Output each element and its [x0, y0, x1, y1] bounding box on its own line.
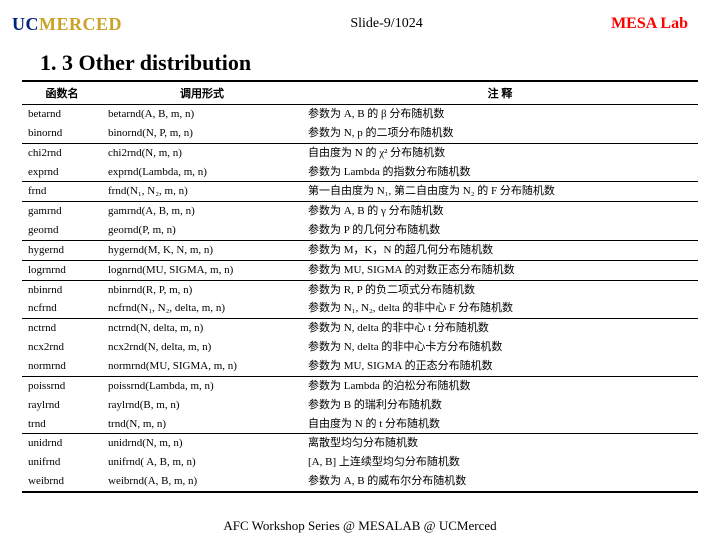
cell-fn: trnd — [22, 415, 102, 434]
cell-note: 参数为 A, B 的 β 分布随机数 — [302, 105, 698, 124]
table-row: logrnrndlognrnd(MU, SIGMA, m, n)参数为 MU, … — [22, 260, 698, 280]
cell-fn: nbinrnd — [22, 280, 102, 299]
cell-note: 参数为 P 的几何分布随机数 — [302, 221, 698, 240]
cell-note: 参数为 N, p 的二项分布随机数 — [302, 124, 698, 143]
cell-note: 参数为 MU, SIGMA 的正态分布随机数 — [302, 357, 698, 376]
cell-note: 离散型均匀分布随机数 — [302, 434, 698, 453]
cell-call: unidrnd(N, m, n) — [102, 434, 302, 453]
table-row: trndtrnd(N, m, n)自由度为 N 的 t 分布随机数 — [22, 415, 698, 434]
cell-fn: unifrnd — [22, 453, 102, 472]
cell-call: raylrnd(B, m, n) — [102, 396, 302, 415]
cell-note: 自由度为 N 的 χ² 分布随机数 — [302, 143, 698, 162]
cell-call: chi2rnd(N, m, n) — [102, 143, 302, 162]
page-title: 1. 3 Other distribution — [0, 44, 720, 80]
cell-fn: geornd — [22, 221, 102, 240]
cell-call: exprnd(Lambda, m, n) — [102, 163, 302, 182]
cell-call: hygernd(M, K, N, m, n) — [102, 240, 302, 260]
cell-fn: binornd — [22, 124, 102, 143]
logo-suffix: MERCED — [39, 14, 122, 34]
cell-fn: poissrnd — [22, 376, 102, 395]
table-header-row: 函数名 调用形式 注 释 — [22, 81, 698, 105]
slide-header: UCMERCED Slide-9/1024 MESA Lab — [0, 0, 720, 44]
cell-call: betarnd(A, B, m, n) — [102, 105, 302, 124]
cell-note: 参数为 A, B 的 γ 分布随机数 — [302, 202, 698, 221]
cell-fn: betarnd — [22, 105, 102, 124]
cell-fn: gamrnd — [22, 202, 102, 221]
cell-call: nctrnd(N, delta, m, n) — [102, 319, 302, 338]
cell-call: gamrnd(A, B, m, n) — [102, 202, 302, 221]
cell-fn: exprnd — [22, 163, 102, 182]
cell-call: ncfrnd(N₁, N₂, delta, m, n) — [102, 299, 302, 318]
cell-note: 参数为 N, delta 的非中心 t 分布随机数 — [302, 319, 698, 338]
cell-note: 第一自由度为 N₁, 第二自由度为 N₂ 的 F 分布随机数 — [302, 182, 698, 202]
cell-call: ncx2rnd(N, delta, m, n) — [102, 338, 302, 357]
cell-call: weibrnd(A, B, m, n) — [102, 472, 302, 492]
cell-note: 参数为 N₁, N₂, delta 的非中心 F 分布随机数 — [302, 299, 698, 318]
distribution-table: 函数名 调用形式 注 释 betarndbetarnd(A, B, m, n)参… — [22, 80, 698, 493]
table-row: chi2rndchi2rnd(N, m, n)自由度为 N 的 χ² 分布随机数 — [22, 143, 698, 162]
table-row: ncfrndncfrnd(N₁, N₂, delta, m, n)参数为 N₁,… — [22, 299, 698, 318]
cell-call: normrnd(MU, SIGMA, m, n) — [102, 357, 302, 376]
cell-call: nbinrnd(R, P, m, n) — [102, 280, 302, 299]
mesa-lab-label: MESA Lab — [611, 15, 708, 33]
cell-fn: chi2rnd — [22, 143, 102, 162]
cell-fn: unidrnd — [22, 434, 102, 453]
cell-fn: weibrnd — [22, 472, 102, 492]
table-body: betarndbetarnd(A, B, m, n)参数为 A, B 的 β 分… — [22, 105, 698, 492]
cell-call: geornd(P, m, n) — [102, 221, 302, 240]
table-row: frndfrnd(N₁, N₂, m, n)第一自由度为 N₁, 第二自由度为 … — [22, 182, 698, 202]
col-header-fn: 函数名 — [22, 81, 102, 105]
cell-note: 参数为 M，K，N 的超几何分布随机数 — [302, 240, 698, 260]
cell-note: 参数为 R, P 的负二项式分布随机数 — [302, 280, 698, 299]
cell-fn: nctrnd — [22, 319, 102, 338]
cell-note: [A, B] 上连续型均匀分布随机数 — [302, 453, 698, 472]
cell-call: lognrnd(MU, SIGMA, m, n) — [102, 260, 302, 280]
ucmerced-logo: UCMERCED — [12, 14, 122, 35]
cell-fn: raylrnd — [22, 396, 102, 415]
table-row: georndgeornd(P, m, n)参数为 P 的几何分布随机数 — [22, 221, 698, 240]
table-row: weibrndweibrnd(A, B, m, n)参数为 A, B 的威布尔分… — [22, 472, 698, 492]
table-row: poissrndpoissrnd(Lambda, m, n)参数为 Lambda… — [22, 376, 698, 395]
cell-call: trnd(N, m, n) — [102, 415, 302, 434]
table-row: normrndnormrnd(MU, SIGMA, m, n)参数为 MU, S… — [22, 357, 698, 376]
cell-fn: normrnd — [22, 357, 102, 376]
table-row: exprndexprnd(Lambda, m, n)参数为 Lambda 的指数… — [22, 163, 698, 182]
col-header-note: 注 释 — [302, 81, 698, 105]
cell-call: unifrnd( A, B, m, n) — [102, 453, 302, 472]
cell-note: 参数为 A, B 的威布尔分布随机数 — [302, 472, 698, 492]
cell-note: 参数为 B 的瑞利分布随机数 — [302, 396, 698, 415]
cell-fn: frnd — [22, 182, 102, 202]
cell-call: poissrnd(Lambda, m, n) — [102, 376, 302, 395]
table-row: nctrndnctrnd(N, delta, m, n)参数为 N, delta… — [22, 319, 698, 338]
cell-call: binornd(N, P, m, n) — [102, 124, 302, 143]
cell-note: 参数为 Lambda 的泊松分布随机数 — [302, 376, 698, 395]
cell-fn: hygernd — [22, 240, 102, 260]
slide-counter: Slide-9/1024 — [122, 16, 611, 32]
table-row: ncx2rndncx2rnd(N, delta, m, n)参数为 N, del… — [22, 338, 698, 357]
cell-fn: ncfrnd — [22, 299, 102, 318]
cell-call: frnd(N₁, N₂, m, n) — [102, 182, 302, 202]
cell-note: 参数为 N, delta 的非中心卡方分布随机数 — [302, 338, 698, 357]
distribution-table-wrap: 函数名 调用形式 注 释 betarndbetarnd(A, B, m, n)参… — [0, 80, 720, 493]
table-row: raylrndraylrnd(B, m, n)参数为 B 的瑞利分布随机数 — [22, 396, 698, 415]
cell-note: 参数为 Lambda 的指数分布随机数 — [302, 163, 698, 182]
table-row: betarndbetarnd(A, B, m, n)参数为 A, B 的 β 分… — [22, 105, 698, 124]
cell-fn: logrnrnd — [22, 260, 102, 280]
table-row: hygerndhygernd(M, K, N, m, n)参数为 M，K，N 的… — [22, 240, 698, 260]
table-row: gamrndgamrnd(A, B, m, n)参数为 A, B 的 γ 分布随… — [22, 202, 698, 221]
col-header-call: 调用形式 — [102, 81, 302, 105]
cell-fn: ncx2rnd — [22, 338, 102, 357]
table-row: unidrndunidrnd(N, m, n)离散型均匀分布随机数 — [22, 434, 698, 453]
cell-note: 自由度为 N 的 t 分布随机数 — [302, 415, 698, 434]
logo-prefix: UC — [12, 14, 39, 34]
table-row: binorndbinornd(N, P, m, n)参数为 N, p 的二项分布… — [22, 124, 698, 143]
slide-footer: AFC Workshop Series @ MESALAB @ UCMerced — [0, 518, 720, 534]
table-row: nbinrndnbinrnd(R, P, m, n)参数为 R, P 的负二项式… — [22, 280, 698, 299]
table-row: unifrndunifrnd( A, B, m, n)[A, B] 上连续型均匀… — [22, 453, 698, 472]
cell-note: 参数为 MU, SIGMA 的对数正态分布随机数 — [302, 260, 698, 280]
